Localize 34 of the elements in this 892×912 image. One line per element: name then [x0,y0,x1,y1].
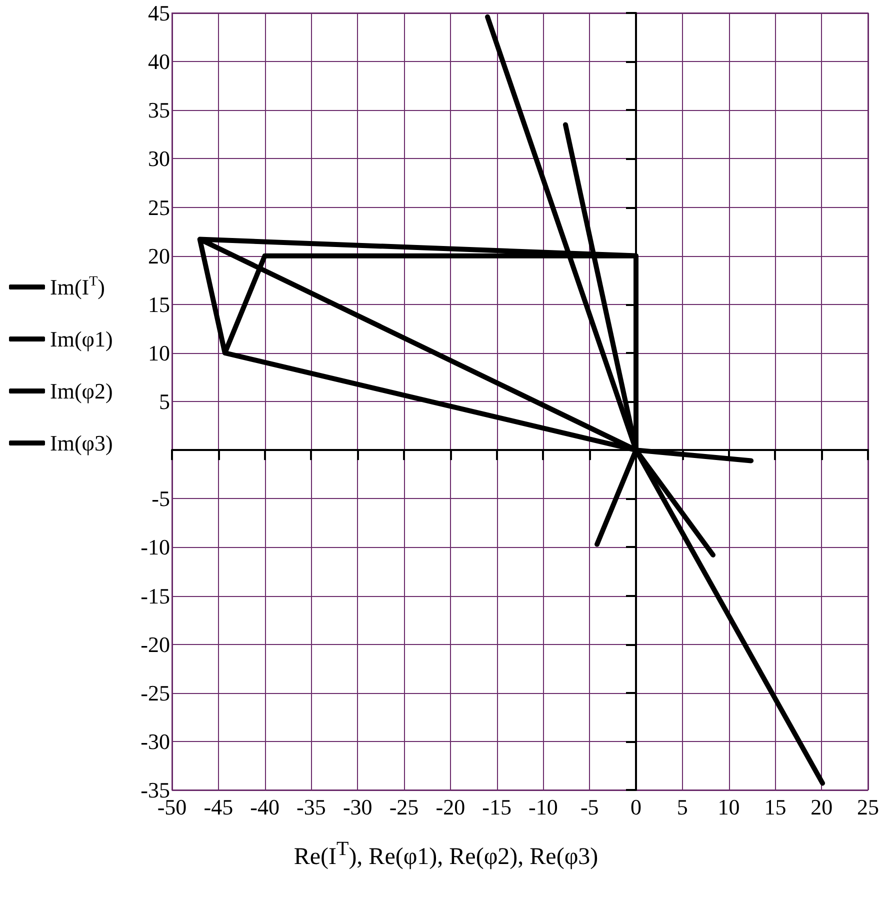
x-tick-label: -15 [482,794,512,820]
x-axis-title: Re(I$^{T}$), Re(φ1), Re(φ2), Re(φ3) [292,838,600,871]
y-tick-label: -30 [140,728,170,754]
y-tick-label: 40 [148,49,170,74]
y-tick-label: 25 [148,194,170,220]
y-tick-label: 20 [148,243,170,268]
x-tick-label: 20 [810,794,833,820]
x-tick-label: -25 [389,794,419,820]
x-tick-label: 10 [718,794,740,820]
x-tick-label: -40 [250,794,280,820]
x-tick-label: -35 [296,794,326,820]
y-tick-label: 10 [148,340,170,366]
legend-label: Im(φ2) [50,378,113,404]
y-tick-label: 45 [148,0,170,26]
y-tick-label: -5 [152,486,170,512]
x-tick-label: 0 [630,794,642,820]
y-tick-label: 5 [159,389,170,414]
y-tick-label: 30 [148,146,170,172]
x-tick-label: 15 [764,794,786,820]
y-tick-label: -10 [140,534,170,560]
x-tick-label: -10 [528,794,558,820]
x-tick-label: -20 [436,794,466,820]
x-tick-label: -45 [204,794,234,820]
legend-label: Im(φ1) [50,326,113,352]
y-tick-label: -20 [140,632,170,657]
x-tick-label: -30 [342,794,372,820]
x-tick-label: 25 [857,794,879,820]
y-tick-label: 35 [148,98,170,123]
legend-label: Im(φ3) [50,430,113,456]
y-tick-label: -25 [140,680,170,706]
x-tick-label: -5 [580,794,599,820]
y-tick-label: -15 [140,583,170,608]
x-tick-label: 5 [676,794,688,820]
y-tick-label: 15 [148,292,170,317]
